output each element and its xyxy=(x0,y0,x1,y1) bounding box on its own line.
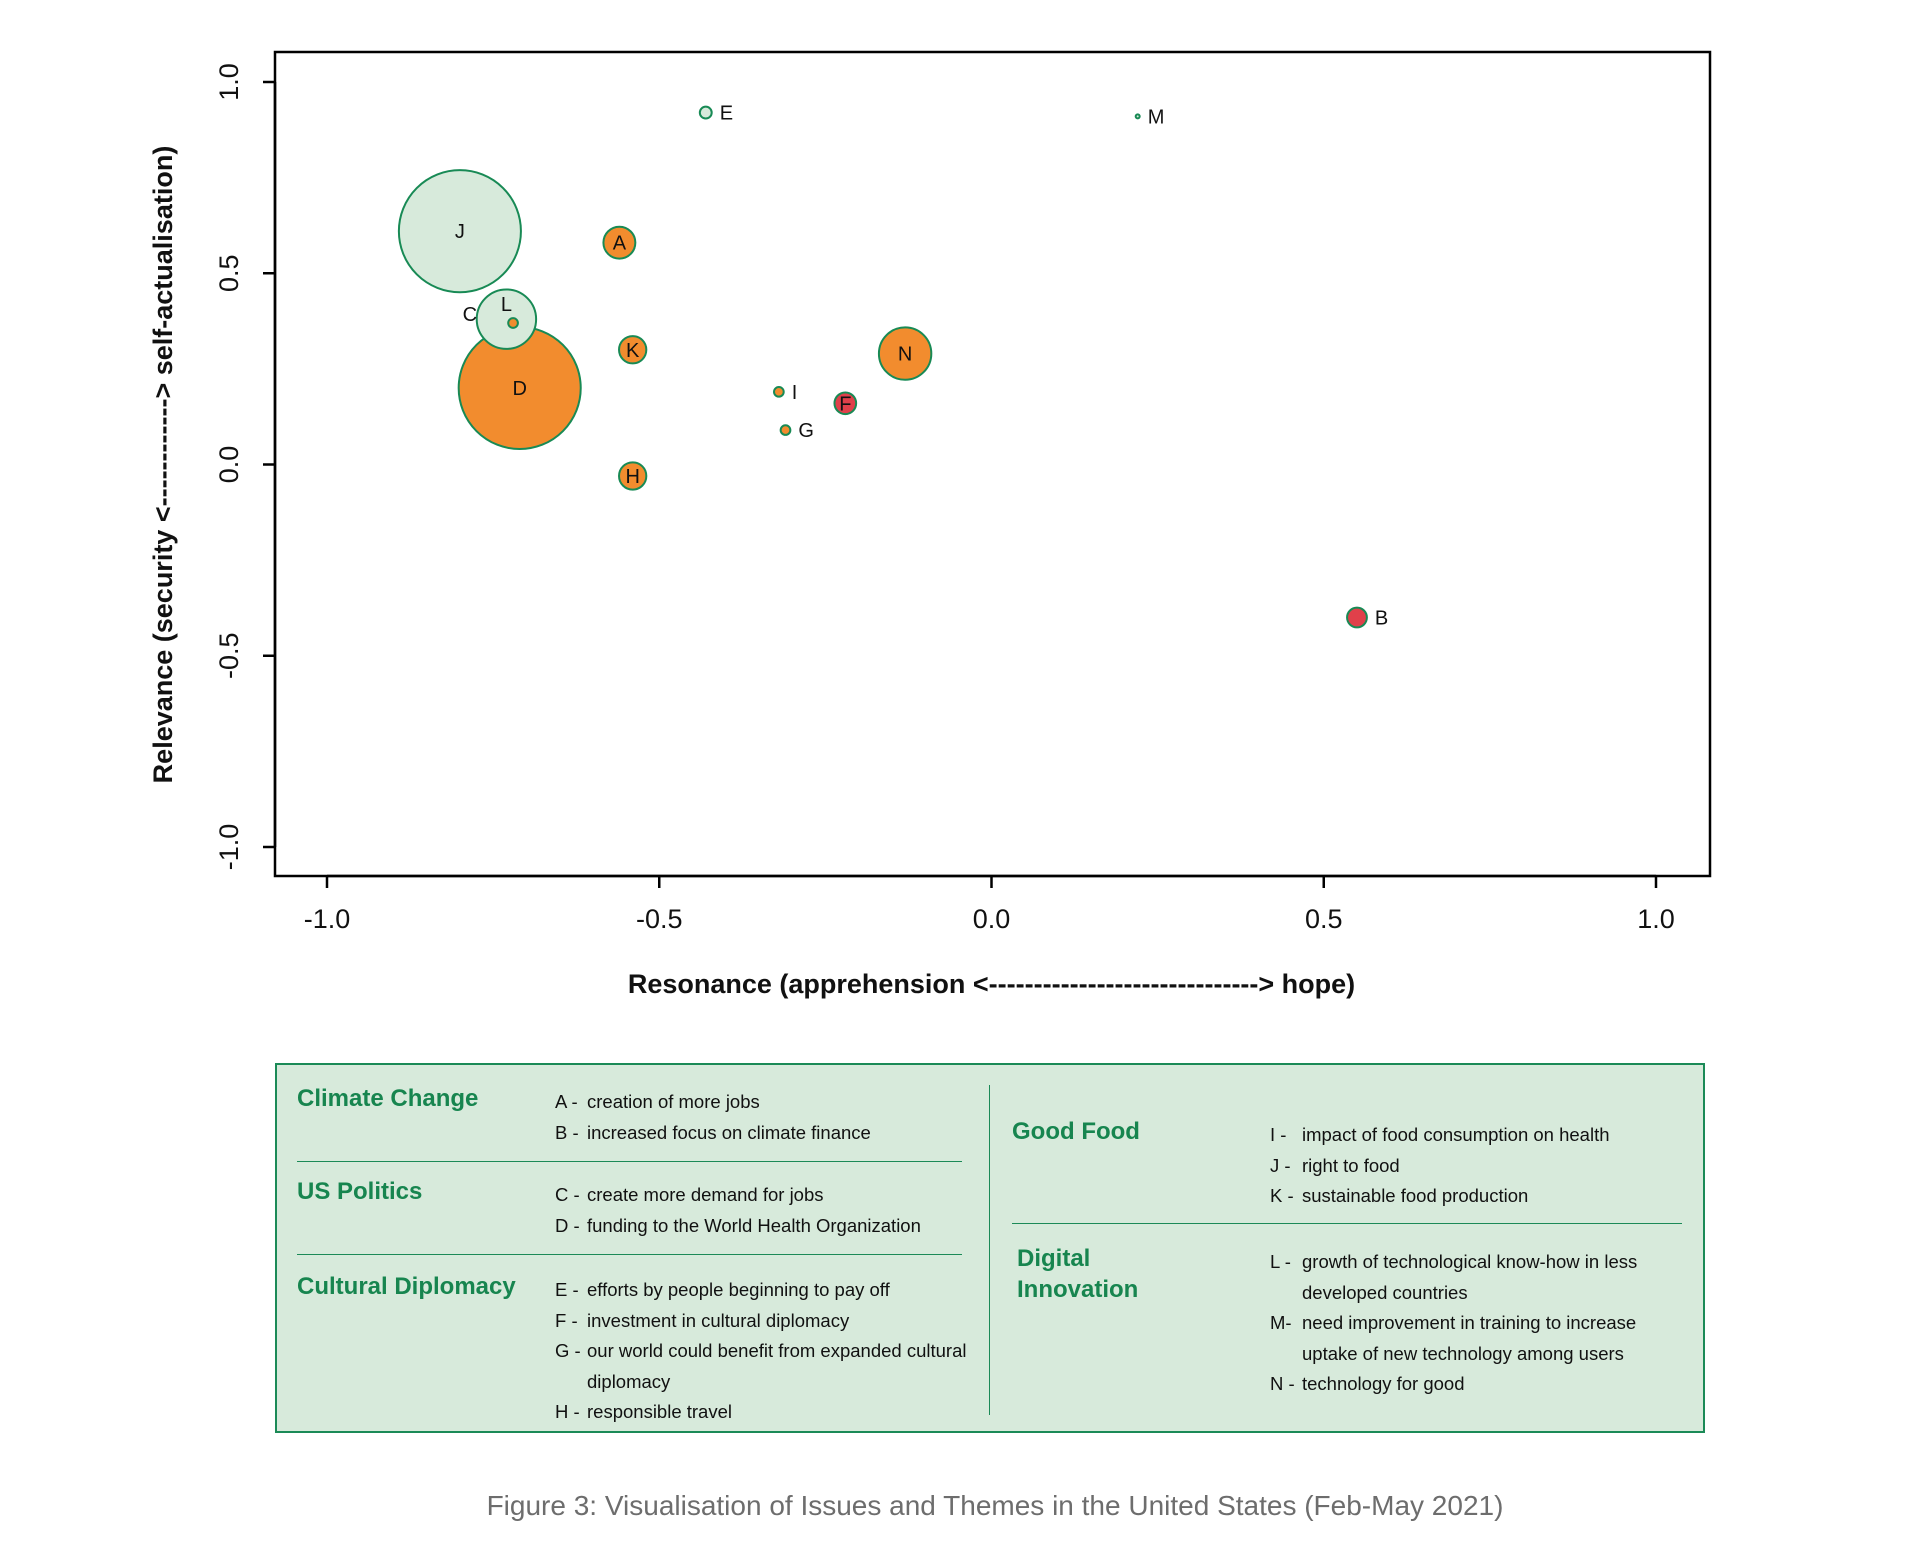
legend-item: I - impact of food consumption on health xyxy=(1270,1124,1610,1145)
bubble-h xyxy=(618,461,648,491)
bubble-label-f: F xyxy=(839,393,851,415)
bubble-i xyxy=(773,385,785,398)
legend-group-title: Climate Change xyxy=(297,1085,479,1112)
bubble-e xyxy=(698,105,713,120)
bubble-label-b: B xyxy=(1375,608,1388,630)
legend-separator xyxy=(1012,1223,1682,1224)
bubble-m xyxy=(1134,113,1141,120)
bubble-chart: -1.0 -0.5 0.0 0.5 1.0 -1.0 -0.5 0.0 0.5 1.0 A B C D… xyxy=(148,50,1712,999)
legend-item: K - sustainable food production xyxy=(1270,1185,1529,1206)
y-tick-label: 1.0 xyxy=(214,63,244,101)
bubble-f xyxy=(833,391,858,416)
bubble-c xyxy=(507,317,519,329)
legend-item: D - funding to the World Health Organizat… xyxy=(555,1214,921,1236)
legend-item: G - our world could benefit from expanded… xyxy=(555,1340,967,1392)
bubble-b xyxy=(1346,606,1368,629)
legend-item: N - technology for good xyxy=(1270,1373,1465,1394)
bubble-label-l: L xyxy=(501,294,512,316)
bubble-label-m: M xyxy=(1148,106,1165,128)
y-tick-label: -1.0 xyxy=(214,824,244,871)
legend-item-list: A - creation of more jobs B - increased fo… xyxy=(555,1087,975,1148)
x-tick-label: -1.0 xyxy=(304,904,351,934)
legend-group-title: Good Food xyxy=(1012,1118,1140,1145)
bubble-label-e: E xyxy=(720,103,733,125)
bubble-label-n: N xyxy=(898,344,912,366)
bubble-k xyxy=(618,335,648,365)
bubble-label-i: I xyxy=(792,382,798,404)
x-tick-label: 0.0 xyxy=(973,904,1011,934)
bubble-n xyxy=(877,326,933,381)
legend-item: L - growth of technological know-how in l… xyxy=(1270,1251,1638,1303)
legend-separator xyxy=(297,1254,962,1255)
legend-item: E - efforts by people beginning to pay of… xyxy=(555,1279,890,1300)
bubble-l xyxy=(475,288,538,350)
figure-caption: Figure 3: Visualisation of Issues and Th… xyxy=(486,1490,1504,1521)
legend-item: J - right to food xyxy=(1270,1154,1400,1176)
plot-frame xyxy=(273,50,1712,878)
bubble-label-g: G xyxy=(798,420,814,442)
y-tick-label: 0.0 xyxy=(214,446,244,484)
bubble-label-k: K xyxy=(626,340,640,362)
legend-separator xyxy=(297,1161,962,1162)
bubble-a xyxy=(602,225,637,260)
bubble-label-d: D xyxy=(512,378,526,400)
legend-group-title: Cultural Diplomacy xyxy=(297,1273,516,1300)
legend-item: F - investment in cultural diplomacy xyxy=(555,1309,850,1331)
bubble-label-h: H xyxy=(625,466,639,488)
y-tick-label: 0.5 xyxy=(214,254,244,292)
legend-group-title: US Politics xyxy=(297,1178,423,1205)
legend-item-list: L - growth of technological know-how in l… xyxy=(1270,1247,1690,1400)
y-tick-label: -0.5 xyxy=(214,632,244,679)
bubbles: A B C D E F G H I J K L M N xyxy=(397,103,1388,630)
bubble-label-a: A xyxy=(613,233,627,255)
legend-item-list: C - create more demand for jobs D - fundin… xyxy=(555,1180,975,1241)
y-axis: -1.0 -0.5 0.0 0.5 1.0 xyxy=(214,63,277,871)
bubble-g xyxy=(779,424,792,436)
legend-item: C - create more demand for jobs xyxy=(555,1184,824,1205)
x-tick-label: -0.5 xyxy=(636,904,683,934)
legend-column-divider xyxy=(989,1085,990,1415)
x-tick-label: 1.0 xyxy=(1637,904,1675,934)
legend-item: H - responsible travel xyxy=(555,1401,732,1422)
x-axis-title: Resonance (apprehension <---------------… xyxy=(628,969,1355,999)
legend-item: M-need improvement in training to increa… xyxy=(1270,1312,1637,1364)
y-axis-title: Relevance (security <------------> self-… xyxy=(148,146,178,784)
legend-group-title: Digital Innovation xyxy=(1017,1245,1139,1303)
bubble-label-j: J xyxy=(455,221,465,243)
legend-item-list: E - efforts by people beginning to pay of… xyxy=(555,1275,975,1428)
bubble-label-c: C xyxy=(463,304,477,326)
legend-box: Climate Change A - creation of more jobs … xyxy=(275,1063,1705,1433)
x-axis: -1.0 -0.5 0.0 0.5 1.0 xyxy=(304,874,1675,934)
legend-column-left: Climate Change A - creation of more jobs … xyxy=(297,1065,966,1431)
legend-item: A - creation of more jobs xyxy=(555,1091,760,1112)
legend-item-list: I - impact of food consumption on health … xyxy=(1270,1120,1690,1212)
legend-column-right: Good Food I - impact of food consumption … xyxy=(1012,1065,1682,1431)
bubble-j xyxy=(397,169,522,294)
x-tick-label: 0.5 xyxy=(1305,904,1343,934)
legend-item: B - increased focus on climate finance xyxy=(555,1121,871,1143)
